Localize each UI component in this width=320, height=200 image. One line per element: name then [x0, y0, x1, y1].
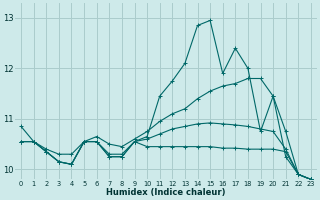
X-axis label: Humidex (Indice chaleur): Humidex (Indice chaleur): [106, 188, 226, 197]
